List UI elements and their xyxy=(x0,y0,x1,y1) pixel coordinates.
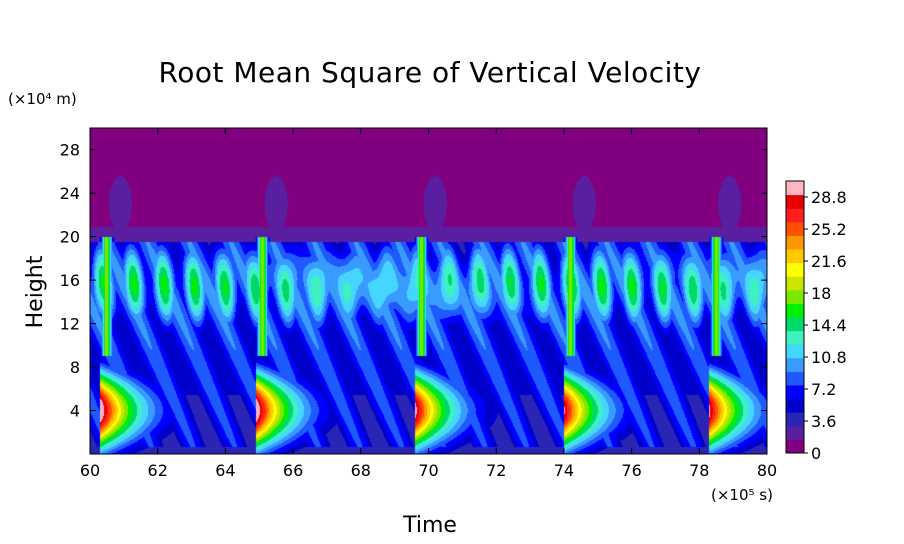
x-tick-label: 78 xyxy=(689,461,709,480)
x-unit-label: (×10⁵ s) xyxy=(711,486,773,504)
colorbar-tick-label: 10.8 xyxy=(811,348,847,367)
colorbar-swatch xyxy=(786,425,804,440)
y-tick-label: 12 xyxy=(60,315,80,334)
colorbar-swatch xyxy=(786,317,804,332)
y-tick-label: 20 xyxy=(60,228,80,247)
chart-title: Root Mean Square of Vertical Velocity xyxy=(159,56,702,89)
colorbar-swatch xyxy=(786,249,804,264)
colorbar-tick-label: 28.8 xyxy=(811,188,847,207)
x-axis-ticks: 60 62 64 66 68 70 72 74 76 78 80 xyxy=(80,128,777,480)
x-tick-label: 66 xyxy=(283,461,303,480)
y-unit-label: (×10⁴ m) xyxy=(8,90,77,108)
x-axis-label: Time xyxy=(402,513,457,538)
y-axis-ticks: 4 8 12 16 20 24 28 xyxy=(60,141,767,421)
y-tick-label: 8 xyxy=(70,358,80,377)
colorbar-swatch xyxy=(786,235,804,250)
colorbar-tick-label: 21.6 xyxy=(811,252,847,271)
colorbar-swatch xyxy=(786,412,804,427)
colorbar-tick-label: 3.6 xyxy=(811,412,836,431)
colorbar-swatch xyxy=(786,208,804,223)
y-tick-label: 28 xyxy=(60,141,80,160)
x-tick-label: 70 xyxy=(418,461,438,480)
colorbar-tick-label: 25.2 xyxy=(811,220,847,239)
colorbar-swatch xyxy=(786,357,804,372)
colorbar-swatch xyxy=(786,194,804,209)
x-tick-label: 68 xyxy=(351,461,371,480)
colorbar-swatch xyxy=(786,262,804,277)
x-tick-label: 60 xyxy=(80,461,100,480)
colorbar-tick-label: 14.4 xyxy=(811,316,847,335)
colorbar-tick-label: 7.2 xyxy=(811,380,836,399)
colorbar-swatch xyxy=(786,303,804,318)
colorbar-tick-label: 0 xyxy=(811,444,821,463)
x-tick-label: 62 xyxy=(148,461,168,480)
colorbar-frame xyxy=(785,180,805,454)
colorbar-swatch xyxy=(786,276,804,291)
colorbar-swatch xyxy=(786,385,804,400)
y-tick-label: 4 xyxy=(70,402,80,421)
colorbar-swatch xyxy=(786,181,804,196)
colorbar-swatch xyxy=(786,221,804,236)
colorbar-tick-label: 18 xyxy=(811,284,831,303)
heatmap-container xyxy=(90,128,767,454)
x-tick-label: 76 xyxy=(621,461,641,480)
colorbar-swatch xyxy=(786,344,804,359)
y-tick-label: 16 xyxy=(60,271,80,290)
x-tick-label: 64 xyxy=(215,461,235,480)
x-tick-label: 80 xyxy=(757,461,777,480)
colorbar: 0 3.6 7.2 10.8 14.4 18 21.6 25.2 28.8 xyxy=(785,180,847,463)
colorbar-swatch xyxy=(786,439,804,454)
colorbar-swatch xyxy=(786,371,804,386)
colorbar-swatch xyxy=(786,289,804,304)
colorbar-swatch xyxy=(786,330,804,345)
x-tick-label: 74 xyxy=(554,461,574,480)
heatmap-canvas xyxy=(90,128,767,454)
colorbar-swatch xyxy=(786,398,804,413)
y-axis-label: Height xyxy=(23,255,48,328)
y-tick-label: 24 xyxy=(60,184,80,203)
x-tick-label: 72 xyxy=(486,461,506,480)
